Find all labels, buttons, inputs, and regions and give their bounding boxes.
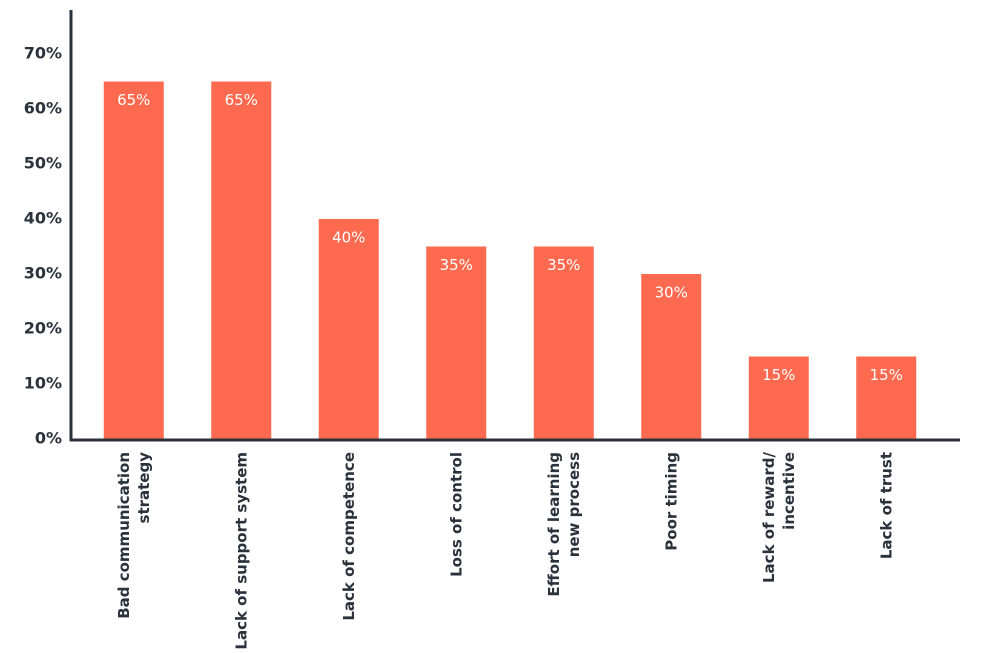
x-tick-label: Poor timing [662, 452, 680, 551]
bar [211, 81, 272, 439]
value-label: 15% [870, 366, 903, 384]
x-tick-label: Lack of support system [232, 452, 250, 650]
value-label: 35% [440, 256, 473, 274]
value-label: 15% [762, 366, 795, 384]
y-tick-label: 50% [24, 154, 62, 173]
y-tick-label: 10% [24, 374, 62, 393]
bar [641, 274, 702, 439]
y-tick-label: 30% [24, 264, 62, 283]
x-tick-label: Effort of learning new process [544, 452, 582, 597]
value-label: 35% [547, 256, 580, 274]
value-label: 65% [225, 91, 258, 109]
bar [748, 356, 809, 439]
value-label: 30% [655, 284, 688, 302]
value-label: 65% [117, 91, 150, 109]
value-label: 40% [332, 229, 365, 247]
y-tick-label: 60% [24, 99, 62, 118]
x-tick-label: Lack of reward/incentive [759, 451, 797, 583]
bar [856, 356, 917, 439]
bar [533, 246, 594, 439]
bar [318, 219, 379, 439]
x-tick-label: Loss of control [447, 452, 465, 577]
bar [426, 246, 487, 439]
y-tick-label: 0% [35, 429, 62, 448]
y-tick-label: 70% [24, 44, 62, 63]
y-tick-label: 40% [24, 209, 62, 228]
x-tick-label: Lack of trust [877, 452, 895, 559]
bar [103, 81, 164, 439]
x-tick-label: Lack of competence [339, 452, 357, 621]
x-tick-label: Bad communication strategy [114, 452, 152, 619]
y-tick-label: 20% [24, 319, 62, 338]
